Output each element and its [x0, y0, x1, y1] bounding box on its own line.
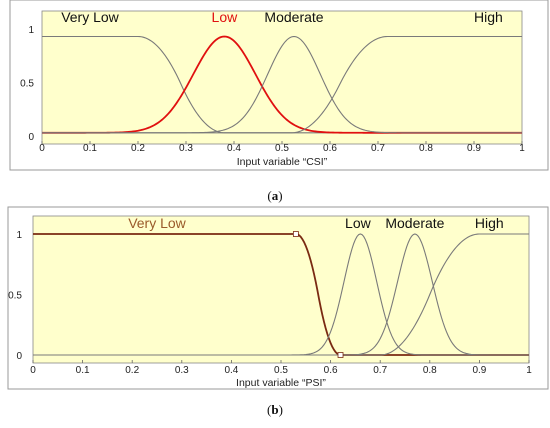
x-tick-label: 0.5 — [275, 143, 289, 154]
series-label-moderate: Moderate — [264, 9, 323, 25]
x-tick-label: 0.7 — [373, 365, 387, 376]
caption-a: (a) — [267, 188, 282, 203]
x-tick-label: 1 — [519, 143, 525, 154]
y-tick-label: 1 — [28, 25, 34, 36]
chart-panel-a: 0 0.1 0.2 0.3 0.4 0.5 0.6 0.7 0.8 0.9 1 0 0.5 1 Input … — [9, 0, 549, 171]
x-axis-label: Input variable “CSI” — [237, 156, 328, 168]
x-tick-label: 0.7 — [371, 143, 385, 154]
x-tick-label: 1 — [526, 365, 532, 376]
series-label-very-low: Very Low — [128, 215, 186, 231]
x-tick-label: 0.6 — [323, 143, 337, 154]
series-line-high — [42, 35, 522, 134]
x-tick-label: 0 — [30, 365, 36, 376]
x-tick-label: 0.3 — [175, 365, 189, 376]
x-tick-label: 0.8 — [419, 143, 433, 154]
series-label-high: High — [475, 215, 504, 231]
series-line-high — [33, 233, 529, 356]
series-label-low: Low — [345, 215, 372, 231]
x-tick-label: 0.4 — [227, 143, 241, 154]
plot-area — [42, 11, 522, 144]
x-tick-label: 0.2 — [125, 365, 139, 376]
y-tick-label: 0 — [28, 132, 34, 143]
series-label-very-low: Very Low — [61, 9, 119, 25]
series-label-low: Low — [212, 9, 239, 25]
caption-b: (b) — [267, 402, 283, 417]
chart-panel-b: 0 0.1 0.2 0.3 0.4 0.5 0.6 0.7 0.8 0.9 1 0 0.5 1 Input … — [7, 206, 549, 390]
series-label-high: High — [474, 9, 503, 25]
x-tick-label: 0.4 — [224, 365, 238, 376]
x-tick-label: 0.9 — [472, 365, 486, 376]
y-tick-label: 1 — [16, 230, 22, 241]
x-tick-label: 0.9 — [467, 143, 481, 154]
x-tick-label: 0.3 — [179, 143, 193, 154]
x-tick-label: 0.2 — [131, 143, 145, 154]
curve-handle[interactable] — [337, 352, 344, 358]
y-tick-label: 0.5 — [20, 79, 34, 90]
series-label-moderate: Moderate — [385, 215, 444, 231]
curve-handle[interactable] — [292, 231, 299, 237]
y-tick-label: 0 — [16, 351, 22, 362]
x-tick-label: 0.8 — [423, 365, 437, 376]
x-tick-label: 0.5 — [274, 365, 288, 376]
x-tick-label: 0.6 — [324, 365, 338, 376]
plot-area — [33, 216, 529, 363]
y-tick-label: 0.5 — [8, 291, 22, 302]
x-tick-label: 0.1 — [76, 365, 90, 376]
x-tick-label: 0 — [39, 143, 45, 154]
x-tick-label: 0.1 — [83, 143, 97, 154]
x-axis-label: Input variable “PSI” — [236, 377, 326, 389]
